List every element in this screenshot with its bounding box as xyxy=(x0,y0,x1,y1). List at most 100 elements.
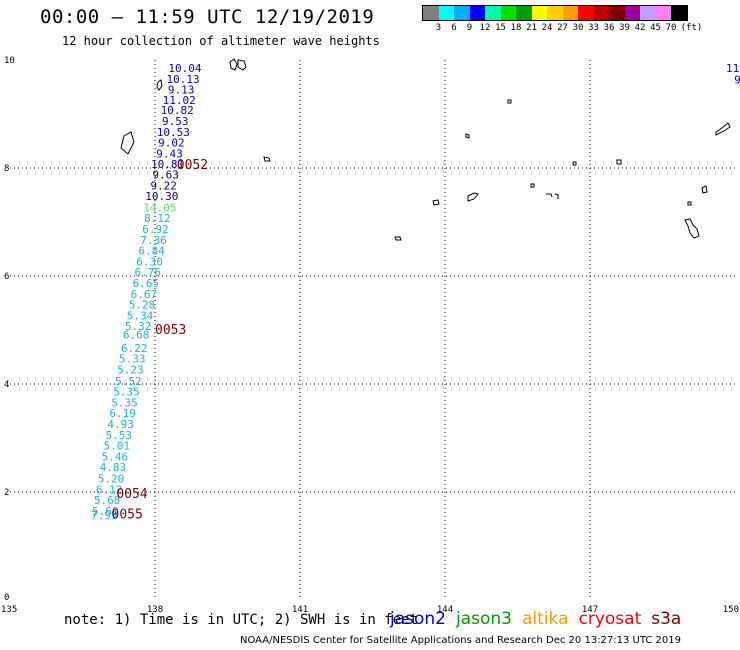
wave-height-value: 6.68 xyxy=(123,328,150,341)
island xyxy=(616,159,622,165)
time-label: 0053 xyxy=(155,323,186,338)
wave-height-value: 9.43 xyxy=(156,147,183,160)
legend-label: 33 xyxy=(588,23,599,33)
time-labels: 0052 0053 0054 0055 xyxy=(112,158,209,522)
island xyxy=(394,236,402,241)
wave-height-value: 9.13 xyxy=(168,84,195,97)
island xyxy=(432,199,440,206)
x-tick-label: 141 xyxy=(292,605,308,615)
wave-height-value: 5.01 xyxy=(104,440,131,453)
legend-label: 9 xyxy=(466,23,473,33)
island xyxy=(684,218,700,239)
wave-height-value: 6.12 xyxy=(96,483,123,496)
y-tick-label: 2 xyxy=(4,488,9,498)
legend-swatch xyxy=(500,6,516,20)
wave-height-value: 7.36 xyxy=(140,234,167,247)
legend-label: 27 xyxy=(557,23,568,33)
wave-height-value: 10.53 xyxy=(157,126,190,139)
wave-height-value: 5.60 xyxy=(92,505,119,518)
y-tick-label: 10 xyxy=(4,56,15,66)
legend-swatch xyxy=(438,6,454,20)
wave-height-value: 14.05 xyxy=(143,201,176,214)
graticule xyxy=(10,60,735,600)
island xyxy=(229,58,238,71)
legend-swatch xyxy=(609,6,625,20)
wave-height-value: 6.22 xyxy=(121,342,148,355)
x-tick-label: 147 xyxy=(582,605,598,615)
wave-height-value: 5.53 xyxy=(106,429,133,442)
wave-height-value: 11.02 xyxy=(163,94,196,107)
wave-height-value: 5.32 xyxy=(125,320,152,333)
wave-height-value: 10.13 xyxy=(166,73,199,86)
wave-height-value: 6.19 xyxy=(109,407,136,420)
island xyxy=(507,99,512,104)
satellite-jason3: jason3 xyxy=(456,609,512,629)
legend-swatch xyxy=(531,6,547,20)
wave-height-value: 9 xyxy=(734,73,740,86)
x-tick-label: 135 xyxy=(1,605,17,615)
island xyxy=(701,185,708,194)
wave-height-value: 5.33 xyxy=(119,353,146,366)
legend-label: 39 xyxy=(619,23,630,33)
legend-swatch xyxy=(485,6,501,20)
wave-height-value: 9.63 xyxy=(152,168,179,181)
island xyxy=(572,161,577,166)
legend-swatch xyxy=(547,6,563,20)
wave-height-value: 10.30 xyxy=(145,190,178,203)
satellite-legend: jason2 jason3 altika cryosat s3a xyxy=(390,609,691,629)
time-label: 0052 xyxy=(177,158,208,173)
islands xyxy=(120,58,731,241)
x-tick-label: 138 xyxy=(147,605,163,615)
legend-swatch xyxy=(516,6,532,20)
wave-height-value: 6.65 xyxy=(133,277,160,290)
island xyxy=(237,59,247,71)
legend-swatch xyxy=(671,6,687,20)
island xyxy=(120,131,135,155)
wave-height-value: 9.02 xyxy=(158,137,185,150)
wave-height-value: 10.82 xyxy=(161,104,194,117)
wave-height-value: 10.04 xyxy=(168,62,201,75)
time-label: 0055 xyxy=(112,508,143,523)
legend-label: 24 xyxy=(541,23,553,33)
footer-note: note: 1) Time is in UTC; 2) SWH is in fe… xyxy=(64,612,419,628)
legend-label: 15 xyxy=(495,23,506,33)
legend-label: 30 xyxy=(572,23,584,33)
wave-height-value: 6.92 xyxy=(142,223,169,236)
wave-height-value: 11 xyxy=(726,62,739,75)
wave-height-value: 9.22 xyxy=(150,179,177,192)
wave-height-value: 5.35 xyxy=(113,386,140,399)
x-tick-label: 144 xyxy=(437,605,453,615)
legend-swatch xyxy=(624,6,640,20)
axis-ticks: 135 138 141 144 147 150 0 2 4 6 8 10 xyxy=(1,56,739,615)
legend-swatch xyxy=(469,6,485,20)
wave-height-value: 5.35 xyxy=(111,396,138,409)
chart-title: 00:00 – 11:59 UTC 12/19/2019 xyxy=(40,6,375,28)
legend-label: 21 xyxy=(526,23,537,33)
legend-label: 12 xyxy=(479,23,491,33)
island xyxy=(715,122,731,136)
y-tick-label: 0 xyxy=(4,593,9,603)
legend-label: 36 xyxy=(603,23,615,33)
legend-label: 6 xyxy=(451,23,457,33)
color-legend: 3 6 9 12 15 18 21 24 27 30 33 36 39 42 45 70 (ft) xyxy=(422,5,703,37)
wave-height-value: 4.83 xyxy=(100,461,127,474)
island xyxy=(465,133,470,139)
wave-height-value: 5.28 xyxy=(129,299,156,312)
satellite-altika: altika xyxy=(522,609,569,629)
satellite-cryosat: cryosat xyxy=(578,609,642,629)
satellite-s3a: s3a xyxy=(651,609,682,629)
legend-swatches xyxy=(422,5,688,21)
wave-height-value: 6.30 xyxy=(136,255,163,268)
legend-labels: 3 6 9 12 15 18 21 24 27 30 33 36 39 42 45 70 (ft) xyxy=(422,23,703,37)
legend-label: 45 xyxy=(650,23,661,33)
wave-height-value: 5.34 xyxy=(127,309,154,322)
legend-swatch xyxy=(423,6,439,20)
y-tick-label: 4 xyxy=(4,380,9,390)
wave-height-value: 5.52 xyxy=(115,375,142,388)
time-label: 0054 xyxy=(116,487,147,502)
wave-height-value: 6.84 xyxy=(138,245,165,258)
legend-unit: (ft) xyxy=(680,23,703,33)
island xyxy=(467,192,479,202)
y-tick-label: 8 xyxy=(4,164,9,174)
